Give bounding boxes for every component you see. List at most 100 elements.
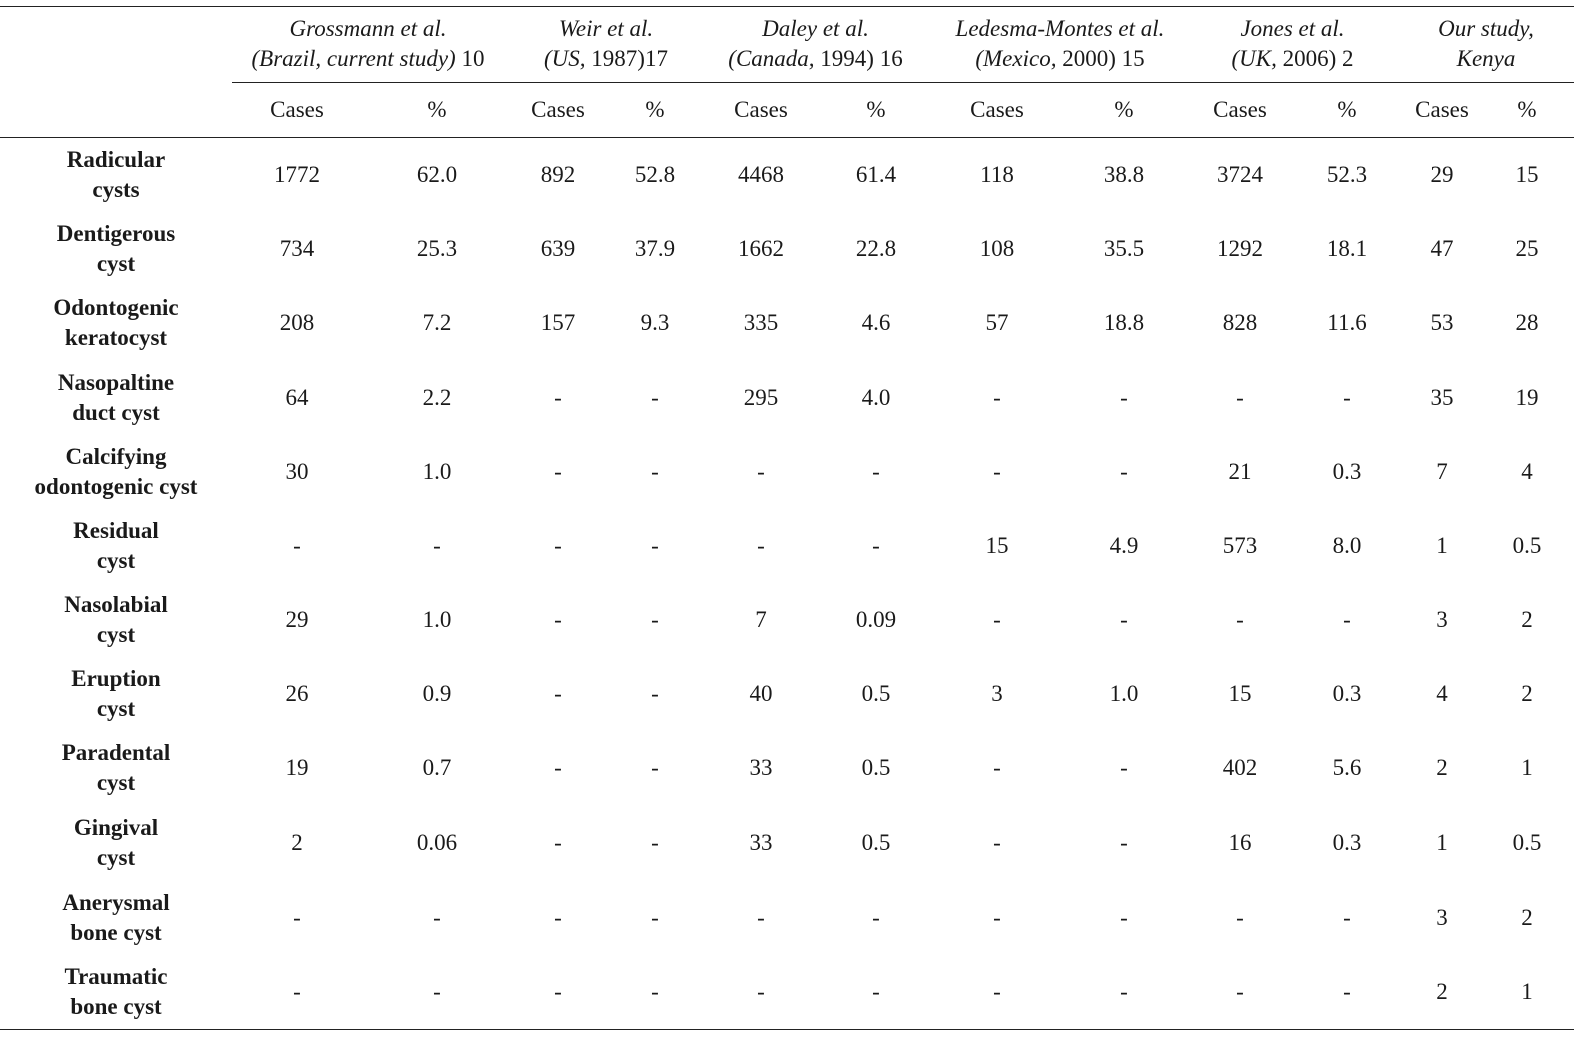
percent-cell: 9.3 xyxy=(640,310,670,335)
percent-cell: - xyxy=(433,533,441,558)
row-label-line1: Residual xyxy=(73,518,159,543)
percent-cell: 0.5 xyxy=(1512,533,1542,558)
subheader-percent: % xyxy=(645,97,665,122)
cases-cell: 3 xyxy=(1436,607,1448,632)
cases-cell: 295 xyxy=(743,385,779,410)
percent-cell: 2.2 xyxy=(422,385,452,410)
study-location: Kenya xyxy=(1456,46,1516,71)
cases-cell: - xyxy=(993,755,1001,780)
study-header: Daley et al. (Canada, 1994) 16 xyxy=(706,12,925,76)
percent-cell: 1 xyxy=(1521,755,1533,780)
cases-cell: - xyxy=(1236,385,1244,410)
percent-cell: - xyxy=(872,459,880,484)
percent-cell: - xyxy=(872,979,880,1004)
cases-cell: - xyxy=(554,459,562,484)
study-author: Jones et al. xyxy=(1240,16,1345,41)
percent-cell: - xyxy=(651,755,659,780)
cases-cell: 892 xyxy=(540,162,576,187)
row-label-line2: duct cyst xyxy=(72,400,160,425)
percent-cell: 37.9 xyxy=(634,236,676,261)
row-label-line1: Gingival xyxy=(73,815,159,840)
cases-cell: 1772 xyxy=(274,162,320,187)
cases-cell: - xyxy=(993,905,1001,930)
cases-cell: 7 xyxy=(1436,459,1448,484)
cases-cell: 1292 xyxy=(1217,236,1263,261)
percent-cell: 19 xyxy=(1515,385,1539,410)
cases-cell: - xyxy=(993,459,1001,484)
study-location: (US, xyxy=(544,46,586,71)
row-label-line1: Odontogenic xyxy=(53,295,179,320)
study-header: Ledesma-Montes et al. (Mexico, 2000) 15 xyxy=(930,12,1190,76)
study-author: Weir et al. xyxy=(558,16,654,41)
subheader-percent: % xyxy=(1337,97,1357,122)
row-label-line1: Eruption xyxy=(71,666,161,691)
subheader-cases: Cases xyxy=(970,97,1024,122)
percent-cell: 8.0 xyxy=(1332,533,1362,558)
percent-cell: 22.8 xyxy=(855,236,897,261)
cases-cell: 118 xyxy=(980,162,1014,187)
study-location: (UK, xyxy=(1231,46,1277,71)
cases-cell: - xyxy=(1236,607,1244,632)
cases-cell: 1 xyxy=(1436,830,1448,855)
row-label-line2: cysts xyxy=(92,177,140,202)
percent-cell: - xyxy=(433,905,441,930)
cases-cell: - xyxy=(1236,979,1244,1004)
percent-cell: 4.0 xyxy=(861,385,891,410)
cases-cell: 3 xyxy=(1436,905,1448,930)
subheader-percent: % xyxy=(1114,97,1134,122)
percent-cell: 52.8 xyxy=(634,162,676,187)
cases-cell: - xyxy=(993,607,1001,632)
percent-cell: 1.0 xyxy=(422,459,452,484)
cases-cell: 29 xyxy=(285,607,309,632)
cases-cell: 33 xyxy=(749,830,773,855)
row-label-line1: Calcifying xyxy=(65,444,167,469)
row-label-line2: cyst xyxy=(96,845,136,870)
cases-cell: 3724 xyxy=(1217,162,1263,187)
percent-cell: 0.9 xyxy=(422,681,452,706)
cases-cell: 53 xyxy=(1430,310,1454,335)
row-label-line2: cyst xyxy=(96,622,136,647)
cases-cell: 15 xyxy=(1228,681,1252,706)
study-origin: (Canada, 1994) 16 xyxy=(728,44,902,74)
row-label: Calcifying odontogenic cyst xyxy=(4,438,229,506)
cases-cell: 573 xyxy=(1222,533,1258,558)
study-header: Jones et al. (UK, 2006) 2 xyxy=(1195,12,1390,76)
percent-cell: 25.3 xyxy=(416,236,458,261)
percent-cell: 0.5 xyxy=(1512,830,1542,855)
study-author: Ledesma-Montes et al. xyxy=(955,16,1165,41)
percent-cell: - xyxy=(651,385,659,410)
row-label-line2: cyst xyxy=(96,548,136,573)
bottom-rule xyxy=(0,1029,1574,1030)
percent-cell: 15 xyxy=(1515,162,1539,187)
subheader-cases: Cases xyxy=(1415,97,1469,122)
cases-cell: - xyxy=(993,979,1001,1004)
percent-cell: 11.6 xyxy=(1327,310,1367,335)
cases-cell: 15 xyxy=(985,533,1009,558)
cases-cell: - xyxy=(554,755,562,780)
row-label: Residual cyst xyxy=(4,512,229,580)
percent-cell: 0.5 xyxy=(861,681,891,706)
cases-cell: - xyxy=(293,979,301,1004)
percent-cell: - xyxy=(651,905,659,930)
percent-cell: - xyxy=(1120,755,1128,780)
cases-cell: - xyxy=(554,533,562,558)
study-author: Our study, xyxy=(1438,16,1534,41)
row-label-line2: cyst xyxy=(96,251,136,276)
subheader-cases: Cases xyxy=(1213,97,1267,122)
study-header: Weir et al. (US, 1987)17 xyxy=(512,12,700,76)
study-author: Grossmann et al. xyxy=(289,16,447,41)
cases-cell: - xyxy=(757,905,765,930)
percent-cell: 0.3 xyxy=(1332,459,1362,484)
percent-cell: - xyxy=(651,459,659,484)
cases-cell: - xyxy=(554,607,562,632)
cases-cell: - xyxy=(554,905,562,930)
percent-cell: - xyxy=(651,830,659,855)
percent-cell: 4 xyxy=(1521,459,1533,484)
percent-cell: 0.3 xyxy=(1332,681,1362,706)
subheader-percent: % xyxy=(1517,97,1537,122)
percent-cell: 7.2 xyxy=(422,310,452,335)
cases-cell: 157 xyxy=(540,310,576,335)
percent-cell: - xyxy=(651,533,659,558)
row-label-line2: bone cyst xyxy=(70,994,162,1019)
